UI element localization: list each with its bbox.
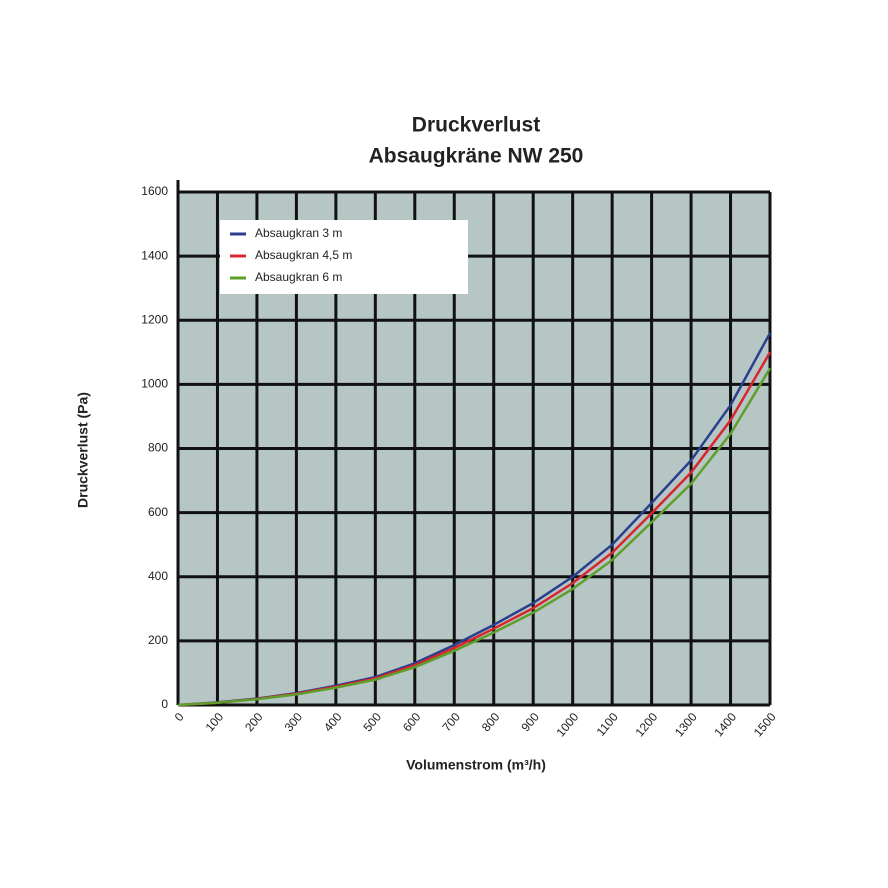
y-axis-title: Druckverlust (Pa) [75,392,91,508]
legend-label: Absaugkran 6 m [255,270,342,284]
y-tick-label: 400 [148,569,168,583]
x-tick-label: 1000 [554,710,582,740]
x-tick-label: 200 [242,710,266,735]
x-tick-label: 700 [439,710,463,735]
y-tick-label: 1600 [141,184,168,198]
chart-title: Druckverlust [412,114,540,137]
x-tick-label: 100 [203,710,227,735]
y-tick-label: 200 [148,633,168,647]
x-tick-label: 1200 [632,710,660,740]
x-tick-label: 1100 [594,710,622,739]
legend-box [220,220,468,294]
x-axis-title: Volumenstrom (m³/h) [406,757,546,773]
chart-subtitle: Absaugkräne NW 250 [369,145,584,168]
y-tick-label: 1000 [141,377,168,391]
x-tick-label: 600 [400,710,424,735]
x-tick-label: 800 [479,710,503,735]
y-tick-label: 1400 [141,248,168,262]
x-tick-label: 1300 [672,710,700,740]
y-tick-label: 1200 [141,312,168,326]
y-tick-label: 800 [148,441,168,455]
x-tick-label: 1400 [711,710,739,740]
x-tick-label: 1500 [751,710,779,740]
x-tick-label: 300 [282,710,306,735]
legend-label: Absaugkran 3 m [255,226,342,240]
x-tick-label: 500 [360,710,384,735]
y-tick-label: 0 [161,697,168,711]
series-line [177,367,772,707]
x-tick-label: 400 [321,710,345,735]
x-tick-label: 900 [518,710,542,735]
y-tick-label: 600 [148,505,168,519]
legend-label: Absaugkran 4,5 m [255,248,352,262]
x-tick-label: 0 [172,710,187,724]
